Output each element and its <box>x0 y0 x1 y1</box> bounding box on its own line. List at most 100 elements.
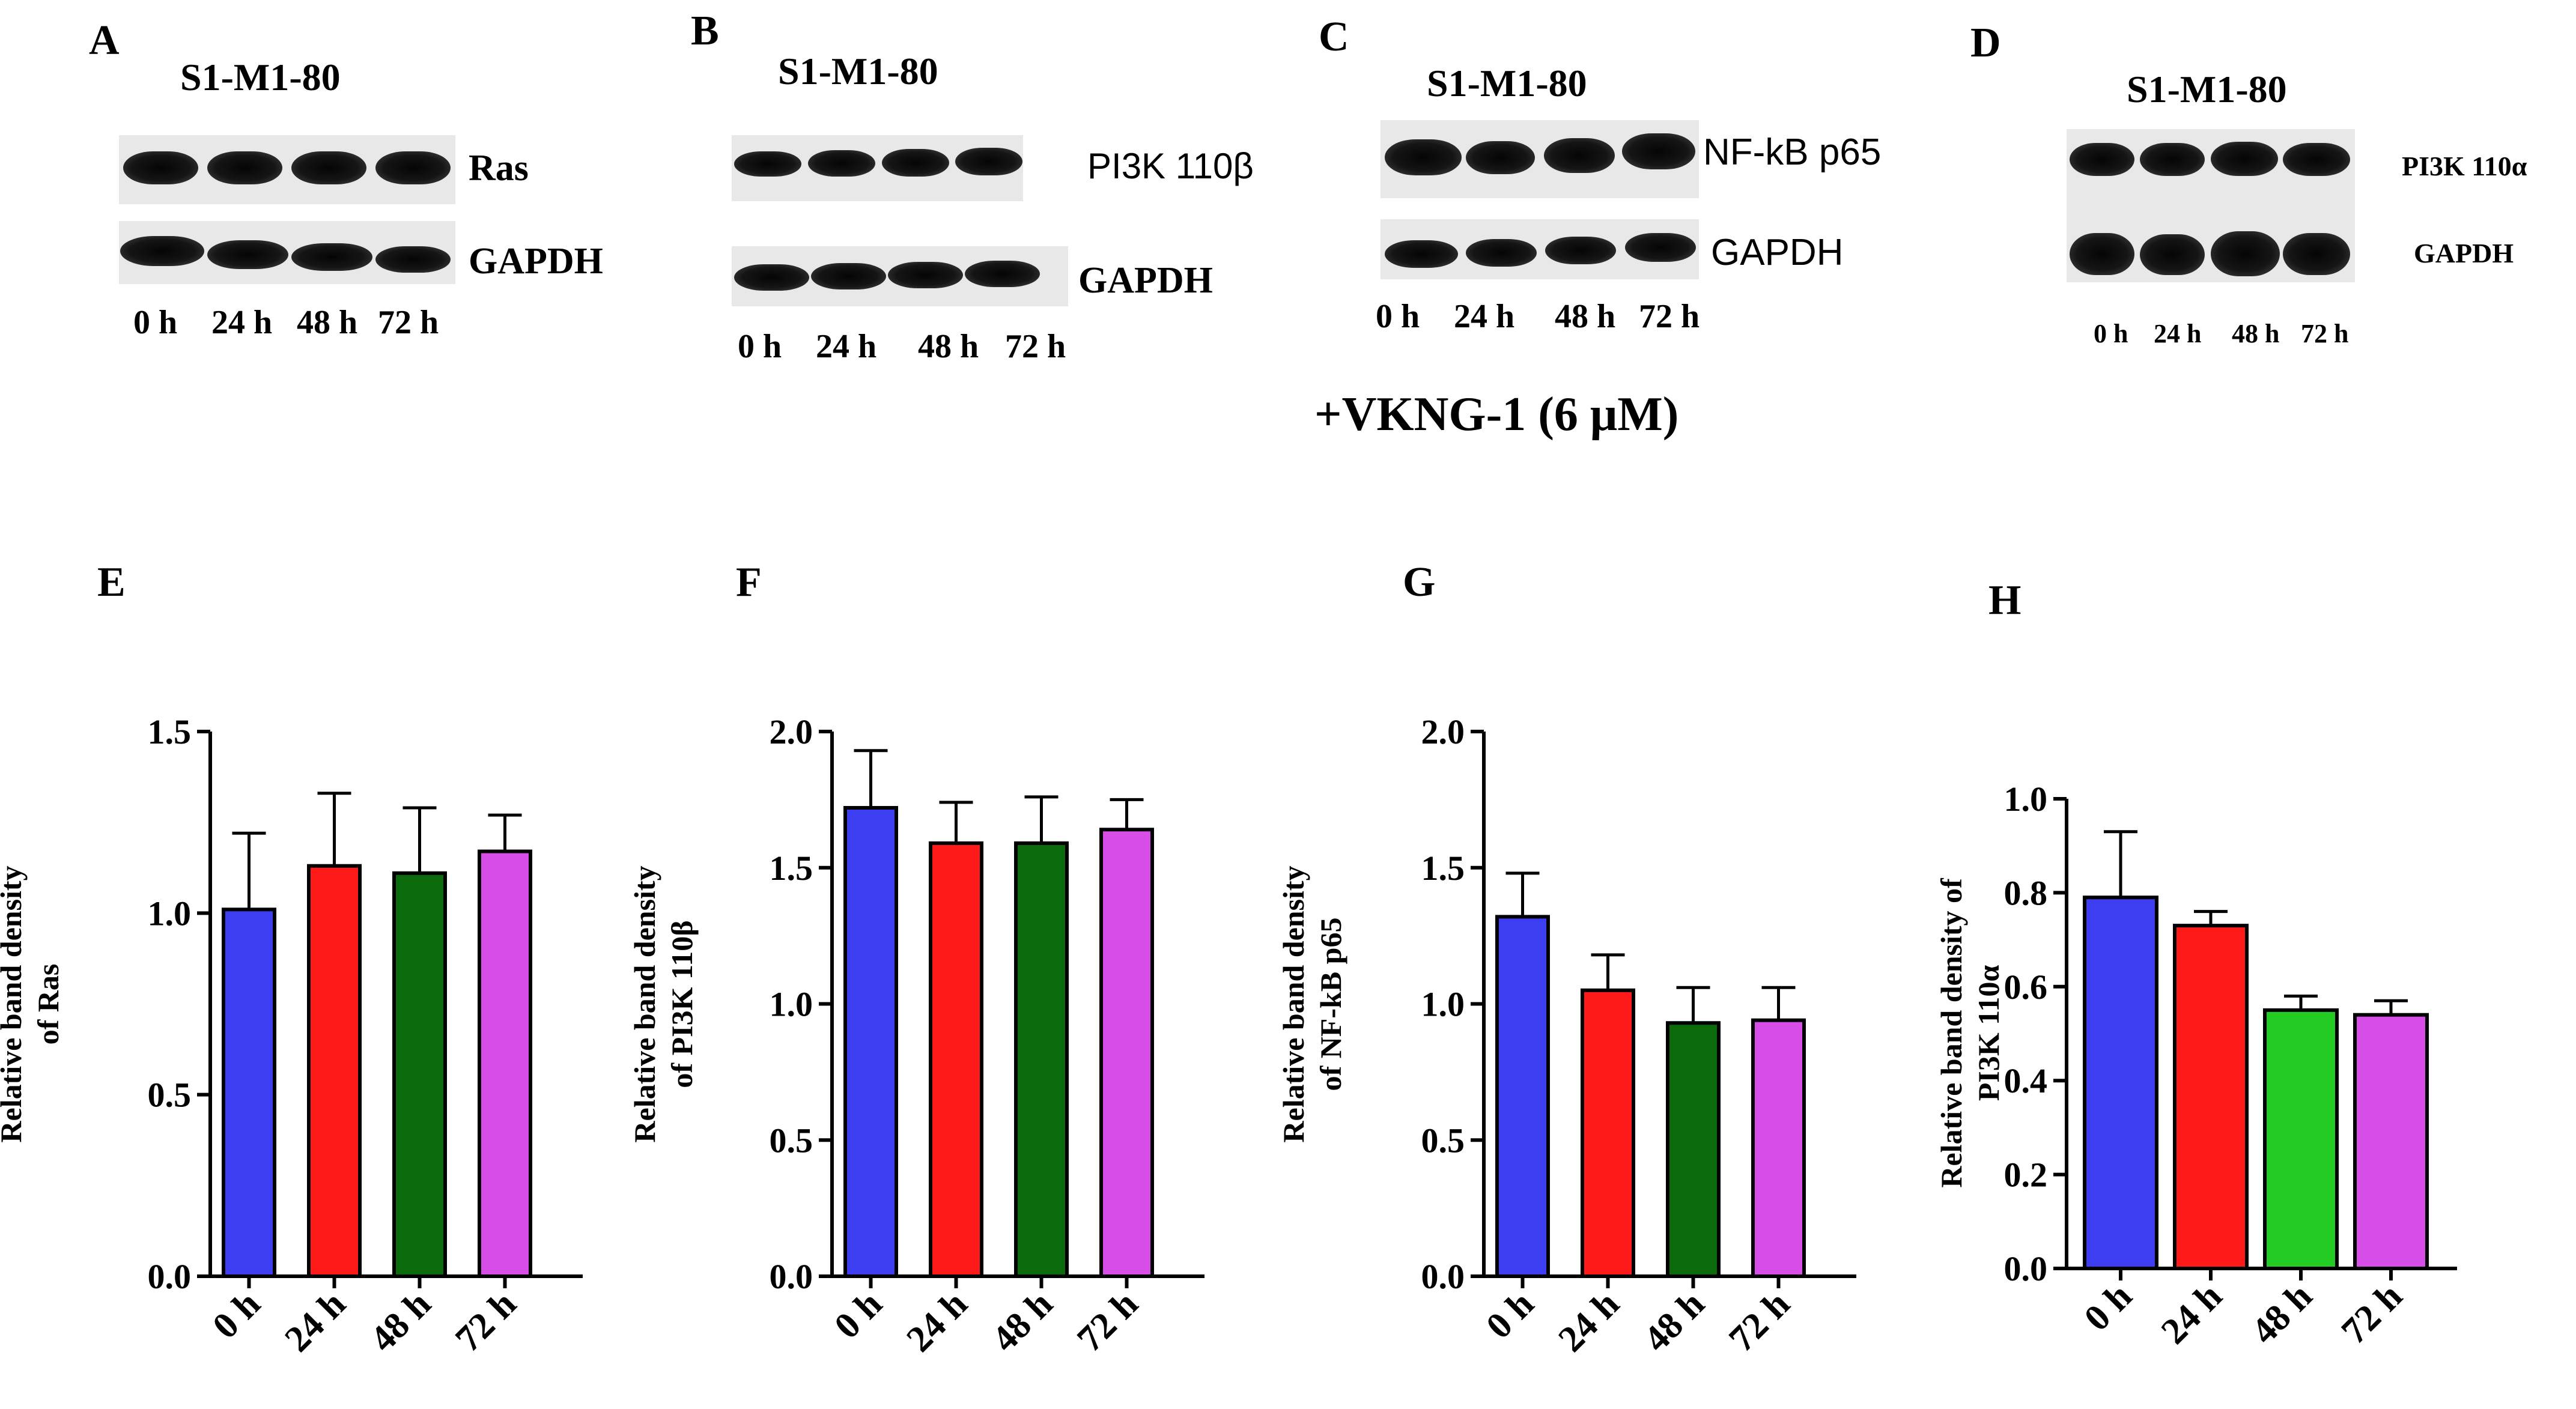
blot-b-pi3k-band <box>955 148 1022 175</box>
y-axis-label: Relative band density <box>628 865 661 1142</box>
blot-b-lanes: 0 h 24 h 48 h 72 h <box>738 327 1066 366</box>
y-axis-label: PI3K 110α <box>1972 965 2005 1101</box>
blot-c-gapdh-band <box>1545 237 1616 264</box>
blot-a-ras-band <box>291 151 366 184</box>
y-axis-label: of Ras <box>31 964 65 1045</box>
y-tick-label: 1.0 <box>1421 985 1465 1024</box>
y-tick-label: 0.8 <box>2004 873 2048 912</box>
blot-a-row-label: Ras <box>469 148 529 189</box>
lane-label: 72 h <box>378 304 439 341</box>
blot-b-gapdh-band <box>888 262 963 288</box>
blot-d-pi3k-band <box>2211 142 2278 176</box>
y-axis-label: of NF-kB p65 <box>1314 918 1347 1091</box>
x-tick-label: 72 h <box>2334 1276 2410 1352</box>
y-tick-label: 0.0 <box>770 1257 813 1296</box>
y-axis-label: Relative band density of <box>1934 877 1968 1188</box>
blot-d-pi3k-band <box>2070 143 2134 176</box>
y-tick-label: 1.0 <box>770 985 813 1024</box>
x-tick-label: 0 h <box>2077 1276 2140 1339</box>
y-tick-label: 0.2 <box>2004 1156 2048 1195</box>
blot-d-title: S1-M1-80 <box>2127 68 2287 111</box>
lane-label: 48 h <box>1555 298 1616 335</box>
y-tick-label: 0.5 <box>770 1121 813 1160</box>
lane-label: 72 h <box>1639 298 1700 335</box>
y-tick-label: 0.0 <box>2004 1249 2048 1288</box>
panel-letter-g: G <box>1403 559 1436 605</box>
y-axis-label: Relative band density <box>0 865 28 1142</box>
blot-a-gapdh-band <box>375 246 451 273</box>
panel-letter-e: E <box>97 559 126 605</box>
y-tick-label: 0.0 <box>148 1257 192 1296</box>
blot-d-pi3k-band <box>2283 143 2350 176</box>
blot-c-gapdh-band <box>1625 233 1696 262</box>
blot-d-row-label: GAPDH <box>2414 238 2514 268</box>
y-tick-label: 0.4 <box>2004 1061 2048 1100</box>
blot-b-row-label: PI3K 110β <box>1087 146 1254 186</box>
lane-label: 0 h <box>2094 319 2128 348</box>
blot-b-gapdh-band <box>811 263 886 289</box>
lane-label: 24 h <box>1454 298 1515 335</box>
blot-b-title: S1-M1-80 <box>778 50 938 92</box>
blot-c-row-label: NF-kB p65 <box>1703 132 1882 173</box>
lane-label: 24 h <box>2154 319 2202 348</box>
blot-c-lanes: 0 h 24 h 48 h 72 h <box>1376 297 1700 336</box>
bar <box>2173 924 2249 1270</box>
blot-a-lanes: 0 h 24 h 48 h 72 h <box>133 303 439 342</box>
lane-label: 72 h <box>2301 319 2349 348</box>
panel-letter-h: H <box>1988 577 2022 623</box>
bar <box>2263 1008 2339 1271</box>
panel-letter-c: C <box>1319 14 1349 60</box>
blot-d-lanes: 0 h 24 h 48 h 72 h <box>2094 318 2348 349</box>
bar <box>307 864 362 1278</box>
blot-b-gapdh-band <box>965 261 1040 287</box>
bar <box>478 849 532 1279</box>
lane-label: 0 h <box>133 304 178 341</box>
y-axis-label: of PI3K 110β <box>665 920 699 1088</box>
y-tick-label: 0.6 <box>2004 968 2048 1007</box>
lane-label: 48 h <box>918 328 979 365</box>
blot-b-pi3k-band <box>882 149 949 177</box>
y-tick-label: 1.5 <box>148 712 192 751</box>
blot-d-gapdh-band <box>2070 233 2134 275</box>
blot-a-title: S1-M1-80 <box>180 56 341 98</box>
y-tick-label: 0.0 <box>1421 1257 1465 1296</box>
panel-letter-d: D <box>1970 20 2001 66</box>
panel-letter-f: F <box>736 559 762 605</box>
blot-b-pi3k-band <box>808 150 875 177</box>
blot-c-nfkb-band <box>1544 138 1615 173</box>
y-tick-label: 1.0 <box>148 894 192 933</box>
blot-a-gapdh-band <box>120 236 204 266</box>
lane-label: 24 h <box>211 304 273 341</box>
y-tick-label: 1.0 <box>2004 780 2048 819</box>
blot-d-row-label: PI3K 110α <box>2402 151 2527 181</box>
treatment-label: +VKNG-1 (6 μM) <box>1314 388 1679 441</box>
y-axis-label: Relative band density <box>1277 865 1310 1142</box>
lane-label: 0 h <box>1376 298 1420 335</box>
blot-a-gapdh-band <box>207 240 288 269</box>
blot-a-gapdh-band <box>291 243 372 271</box>
x-tick-label: 48 h <box>2244 1276 2320 1352</box>
blot-a-ras-band <box>375 151 451 184</box>
blot-c-gapdh-band <box>1385 240 1458 268</box>
y-tick-label: 1.5 <box>770 849 813 888</box>
blot-d-gapdh-band <box>2211 231 2280 276</box>
x-tick-label: 24 h <box>2154 1276 2230 1352</box>
blot-c-nfkb-band <box>1385 139 1462 175</box>
lane-label: 48 h <box>297 304 358 341</box>
y-tick-label: 1.5 <box>1421 849 1465 888</box>
y-tick-label: 2.0 <box>1421 712 1465 751</box>
blot-b-pi3k-band <box>734 151 801 177</box>
blot-b-row-label: GAPDH <box>1078 260 1213 301</box>
blot-d-gapdh-band <box>2283 233 2350 275</box>
lane-label: 48 h <box>2232 319 2280 348</box>
blot-a-row-label: GAPDH <box>469 241 603 282</box>
panel-letter-a: A <box>89 17 120 64</box>
blot-a-ras-band <box>123 151 198 184</box>
bar <box>2353 1013 2429 1270</box>
lane-label: 24 h <box>816 328 877 365</box>
lane-label: 0 h <box>738 328 782 365</box>
